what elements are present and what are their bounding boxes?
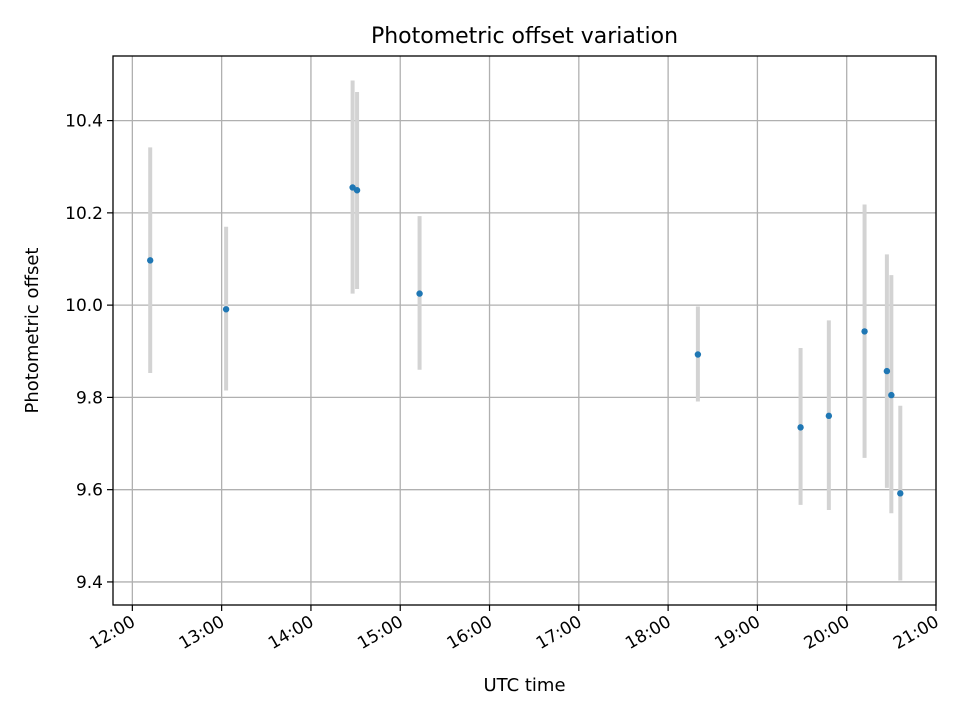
y-tick-label: 10.4 (65, 112, 103, 132)
plot-frame (112, 55, 937, 606)
data-point (353, 187, 361, 194)
data-point (861, 328, 868, 335)
y-tick-label: 10.2 (65, 204, 103, 224)
y-tick-label: 9.4 (76, 573, 103, 593)
y-tick-label: 9.8 (76, 388, 103, 408)
data-point (825, 412, 833, 420)
y-tick-label: 9.6 (76, 481, 103, 501)
data-point (897, 490, 904, 497)
data-point (147, 257, 154, 264)
data-point (888, 391, 895, 399)
x-axis-label: UTC time (483, 675, 565, 696)
y-tick-label: 10.0 (65, 296, 103, 316)
data-point (416, 290, 423, 297)
data-point (222, 306, 230, 313)
y-axis-ticks: 9.4 9.6 9.8 10.0 10.2 10.4 (65, 112, 113, 593)
data-point (883, 367, 891, 375)
data-point (797, 424, 804, 431)
y-axis-label: Photometric offset (22, 248, 43, 414)
point-layer (147, 184, 904, 497)
data-point (694, 351, 702, 358)
chart-title: Photometric offset variation (371, 24, 678, 49)
